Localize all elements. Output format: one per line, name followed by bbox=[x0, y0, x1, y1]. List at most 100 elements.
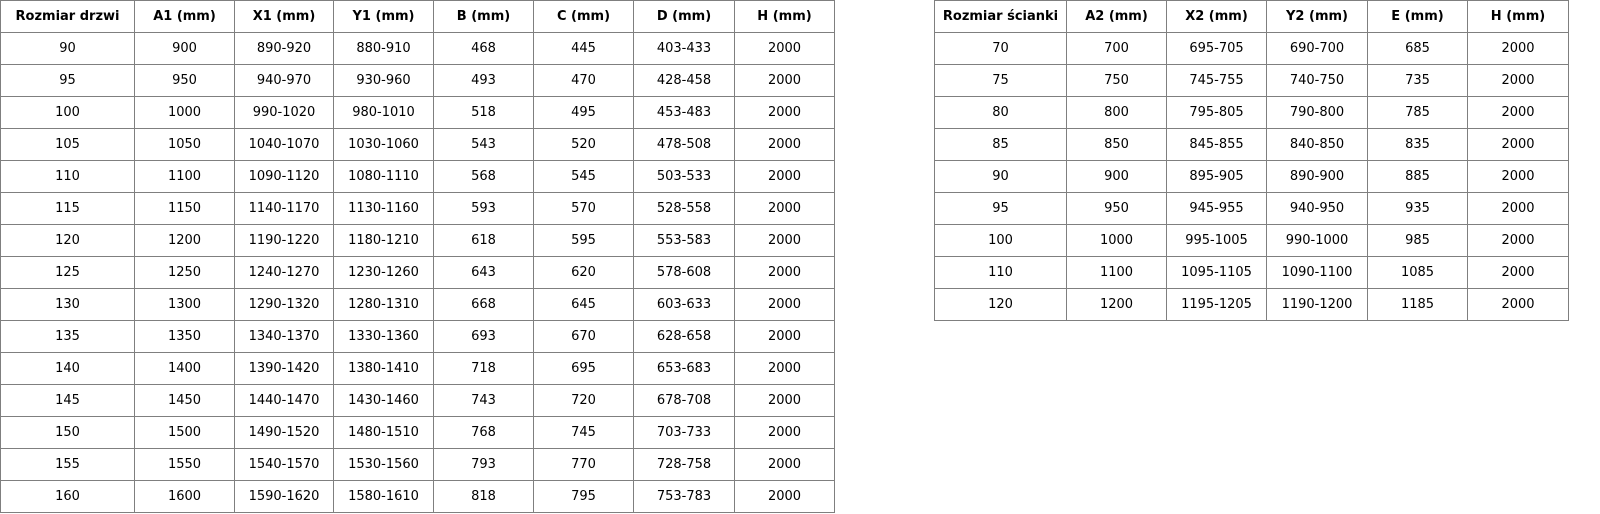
table-cell: 95 bbox=[0, 64, 135, 97]
table-cell: 653-683 bbox=[633, 352, 735, 385]
table-cell: 2000 bbox=[1467, 192, 1569, 225]
table-cell: 940-950 bbox=[1266, 192, 1368, 225]
table-cell: 985 bbox=[1367, 224, 1468, 257]
table-cell: 1140-1170 bbox=[234, 192, 334, 225]
table-cell: 930-960 bbox=[333, 64, 434, 97]
table-cell: 75 bbox=[934, 64, 1067, 97]
table-cell: 690-700 bbox=[1266, 32, 1368, 65]
table-cell: 2000 bbox=[1467, 288, 1569, 321]
table-cell: 745-755 bbox=[1166, 64, 1267, 97]
table-cell: 1190-1220 bbox=[234, 224, 334, 257]
table-cell: 2000 bbox=[1467, 32, 1569, 65]
table-cell: 85 bbox=[934, 128, 1067, 161]
table-cell: 793 bbox=[433, 448, 534, 481]
table-cell: 160 bbox=[0, 480, 135, 513]
table-cell: 150 bbox=[0, 416, 135, 449]
table-row: 120 1200 1190-1220 1180-1210 618 595 553-583 20… bbox=[0, 224, 835, 257]
table-cell: 1040-1070 bbox=[234, 128, 334, 161]
table-cell: 578-608 bbox=[633, 256, 735, 289]
table-cell: 1090-1100 bbox=[1266, 256, 1368, 289]
table-cell: 1150 bbox=[134, 192, 235, 225]
table-cell: 840-850 bbox=[1266, 128, 1368, 161]
table-cell: 1050 bbox=[134, 128, 235, 161]
table-cell: 668 bbox=[433, 288, 534, 321]
table-cell: 940-970 bbox=[234, 64, 334, 97]
table-cell: 618 bbox=[433, 224, 534, 257]
table-cell: 595 bbox=[533, 224, 634, 257]
table-cell: 1200 bbox=[134, 224, 235, 257]
table-cell: 995-1005 bbox=[1166, 224, 1267, 257]
table-cell: 895-905 bbox=[1166, 160, 1267, 193]
table-row: 70 700 695-705 690-700 685 2000 bbox=[934, 32, 1569, 65]
table-cell: 935 bbox=[1367, 192, 1468, 225]
table-cell: 2000 bbox=[734, 32, 835, 65]
table-cell: 1100 bbox=[134, 160, 235, 193]
table-cell: 70 bbox=[934, 32, 1067, 65]
table-row: 140 1400 1390-1420 1380-1410 718 695 653-683 20… bbox=[0, 352, 835, 385]
table-cell: 2000 bbox=[734, 64, 835, 97]
table-cell: 1000 bbox=[1066, 224, 1167, 257]
table-cell: 1240-1270 bbox=[234, 256, 334, 289]
table-cell: 1290-1320 bbox=[234, 288, 334, 321]
table-cell: 1530-1560 bbox=[333, 448, 434, 481]
table-cell: 1490-1520 bbox=[234, 416, 334, 449]
table-cell: 1280-1310 bbox=[333, 288, 434, 321]
table-cell: 900 bbox=[134, 32, 235, 65]
table-cell: 2000 bbox=[734, 480, 835, 513]
table-row: 120 1200 1195-1205 1190-1200 1185 2000 bbox=[934, 288, 1569, 321]
table-cell: 2000 bbox=[734, 448, 835, 481]
table-cell: 728-758 bbox=[633, 448, 735, 481]
table-cell: 795 bbox=[533, 480, 634, 513]
table-cell: 543 bbox=[433, 128, 534, 161]
table-cell: 1500 bbox=[134, 416, 235, 449]
table-cell: 990-1000 bbox=[1266, 224, 1368, 257]
table-cell: 2000 bbox=[1467, 128, 1569, 161]
table-row: 115 1150 1140-1170 1130-1160 593 570 528-558 20… bbox=[0, 192, 835, 225]
table-cell: 685 bbox=[1367, 32, 1468, 65]
table-cell: 703-733 bbox=[633, 416, 735, 449]
table-cell: 990-1020 bbox=[234, 96, 334, 129]
table-cell: 2000 bbox=[734, 96, 835, 129]
table-cell: 2000 bbox=[734, 160, 835, 193]
table-cell: 1190-1200 bbox=[1266, 288, 1368, 321]
table-cell: 1480-1510 bbox=[333, 416, 434, 449]
table-cell: 743 bbox=[433, 384, 534, 417]
table-cell: 643 bbox=[433, 256, 534, 289]
column-header: C (mm) bbox=[533, 0, 634, 33]
table-cell: 403-433 bbox=[633, 32, 735, 65]
table-row: 150 1500 1490-1520 1480-1510 768 745 703-733 20… bbox=[0, 416, 835, 449]
table-cell: 795-805 bbox=[1166, 96, 1267, 129]
table-cell: 495 bbox=[533, 96, 634, 129]
column-header: B (mm) bbox=[433, 0, 534, 33]
column-header: D (mm) bbox=[633, 0, 735, 33]
table-cell: 445 bbox=[533, 32, 634, 65]
table-cell: 105 bbox=[0, 128, 135, 161]
table-cell: 130 bbox=[0, 288, 135, 321]
table-cell: 90 bbox=[934, 160, 1067, 193]
table-cell: 890-920 bbox=[234, 32, 334, 65]
table-cell: 1550 bbox=[134, 448, 235, 481]
table-cell: 120 bbox=[0, 224, 135, 257]
table-cell: 145 bbox=[0, 384, 135, 417]
table-cell: 468 bbox=[433, 32, 534, 65]
table-cell: 115 bbox=[0, 192, 135, 225]
header-row: Rozmiar ścianki A2 (mm) X2 (mm) Y2 (mm) E (m… bbox=[934, 0, 1569, 33]
table-cell: 1200 bbox=[1066, 288, 1167, 321]
table-row: 135 1350 1340-1370 1330-1360 693 670 628-658 20… bbox=[0, 320, 835, 353]
table-row: 130 1300 1290-1320 1280-1310 668 645 603-633 20… bbox=[0, 288, 835, 321]
table-cell: 1430-1460 bbox=[333, 384, 434, 417]
table-row: 160 1600 1590-1620 1580-1610 818 795 753-783 20… bbox=[0, 480, 835, 513]
table-cell: 1100 bbox=[1066, 256, 1167, 289]
table-cell: 785 bbox=[1367, 96, 1468, 129]
table-cell: 850 bbox=[1066, 128, 1167, 161]
table-cell: 890-900 bbox=[1266, 160, 1368, 193]
table-cell: 1580-1610 bbox=[333, 480, 434, 513]
column-header: X1 (mm) bbox=[234, 0, 334, 33]
table-cell: 1000 bbox=[134, 96, 235, 129]
column-header: Rozmiar drzwi bbox=[0, 0, 135, 33]
wall-size-table: Rozmiar ścianki A2 (mm) X2 (mm) Y2 (mm) E (m… bbox=[934, 0, 1569, 321]
column-header: Y2 (mm) bbox=[1266, 0, 1368, 33]
table-cell: 1400 bbox=[134, 352, 235, 385]
table-cell: 553-583 bbox=[633, 224, 735, 257]
table-row: 125 1250 1240-1270 1230-1260 643 620 578-608 20… bbox=[0, 256, 835, 289]
